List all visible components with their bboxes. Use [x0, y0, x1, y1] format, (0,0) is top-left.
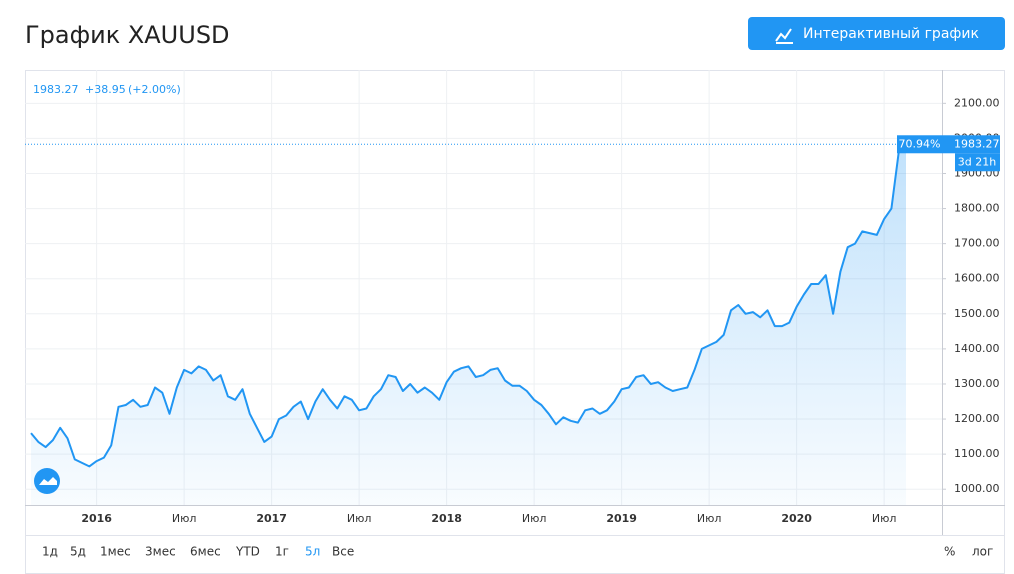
price-line [30, 143, 907, 468]
y-tick-label: 1600.00 [954, 272, 1000, 285]
x-tick-label: 2017 [256, 512, 287, 525]
y-tick-label: 1200.00 [954, 412, 1000, 425]
page-title: График XAUUSD [25, 21, 230, 49]
countdown-box [955, 153, 1000, 172]
range-button[interactable]: 3мес [145, 545, 176, 559]
info-change: +38.95 [85, 83, 126, 96]
countdown-label: 3d 21h [958, 155, 996, 168]
change-label-box [897, 135, 942, 154]
x-tick-label: 2020 [781, 512, 812, 525]
logo[interactable] [34, 468, 60, 494]
x-tick-label: 2016 [81, 512, 112, 525]
range-button[interactable]: Все [332, 545, 354, 559]
y-tick-label: 1500.00 [954, 307, 1000, 320]
button-icon [775, 28, 793, 44]
x-tick-label: Июл [347, 512, 372, 525]
log-toggle[interactable]: лог [972, 545, 993, 559]
range-button[interactable]: YTD [235, 545, 260, 559]
y-tick-label: 1000.00 [954, 482, 1000, 495]
range-button[interactable]: 1мес [100, 545, 131, 559]
x-tick-label: Июл [522, 512, 547, 525]
y-tick-label: 1700.00 [954, 237, 1000, 250]
range-button[interactable]: 1д [42, 545, 58, 559]
y-tick-label: 2100.00 [954, 96, 1000, 109]
y-tick-label: 1300.00 [954, 377, 1000, 390]
x-tick-label: Июл [697, 512, 722, 525]
x-tick-label: Июл [872, 512, 897, 525]
plot [25, 143, 942, 506]
x-tick-label: 2018 [431, 512, 462, 525]
range-button[interactable]: 5л [305, 545, 320, 559]
x-tick-label: Июл [172, 512, 197, 525]
range-button[interactable]: 6мес [190, 545, 221, 559]
percent-toggle[interactable]: % [944, 545, 955, 559]
range-button[interactable]: 1г [275, 545, 289, 559]
button-label[interactable]: Интерактивный график [803, 26, 979, 42]
last-price-label: 1983.27 [954, 137, 1000, 150]
change-label: 70.94% [899, 137, 941, 150]
range-button[interactable]: 5д [70, 545, 86, 559]
y-tick-label: 1800.00 [954, 202, 1000, 215]
y-tick-label: 1400.00 [954, 342, 1000, 355]
info-change-percent: (+2.00%) [128, 83, 181, 96]
logo-icon [39, 477, 57, 485]
toolbar: 1д 5д 1мес 3мес 6мес YTD 1г 5л Все [42, 545, 354, 559]
x-tick-label: 2019 [606, 512, 637, 525]
last-price-box [942, 135, 1000, 154]
info-price: 1983.27 [33, 83, 79, 96]
y-tick-label: 1100.00 [954, 447, 1000, 460]
interactive-button[interactable] [748, 17, 1005, 50]
